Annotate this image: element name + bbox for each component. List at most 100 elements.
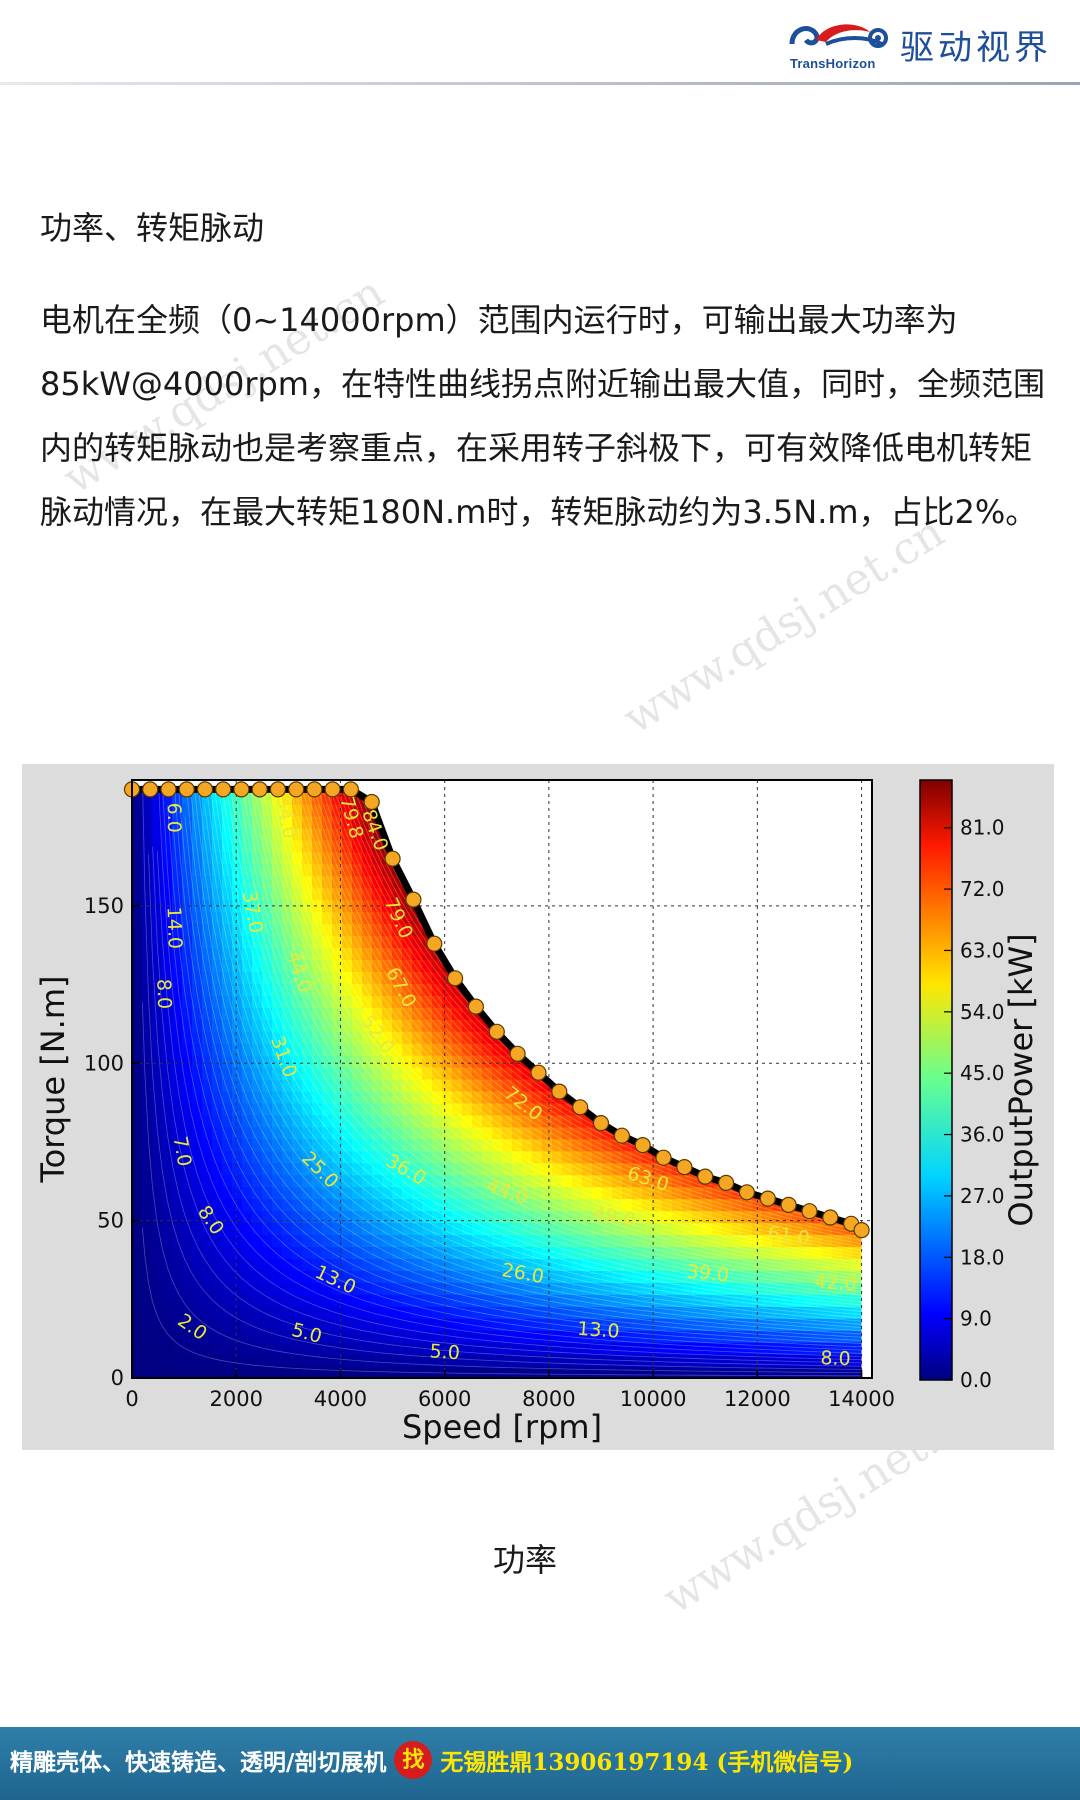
heatmap-cell (332, 1031, 343, 1044)
heatmap-cell (232, 1366, 243, 1378)
heatmap-cell (702, 1330, 713, 1343)
heatmap-cell (432, 1258, 443, 1271)
heatmap-cell (302, 1114, 313, 1128)
heatmap-cell (422, 1138, 433, 1152)
heatmap-cell (812, 1222, 823, 1236)
heatmap-cell (272, 971, 283, 984)
heatmap-cell (142, 1258, 153, 1271)
heatmap-cell (172, 959, 183, 972)
heatmap-cell (532, 1258, 543, 1271)
heatmap-cell (312, 875, 323, 889)
heatmap-cell (202, 1234, 213, 1248)
heatmap-cell (502, 1294, 513, 1307)
heatmap-cell (282, 1114, 293, 1128)
heatmap-cell (532, 1318, 543, 1331)
heatmap-cell (802, 1330, 813, 1343)
heatmap-cell (372, 1294, 383, 1307)
heatmap-cell (202, 875, 213, 889)
heatmap-cell (242, 1366, 253, 1378)
heatmap-cell (322, 1222, 333, 1236)
heatmap-cell (332, 1306, 343, 1319)
heatmap-cell (752, 1330, 763, 1343)
heatmap-cell (652, 1366, 663, 1378)
heatmap-cell (152, 1007, 163, 1020)
heatmap-cell (132, 887, 143, 901)
heatmap-cell (302, 875, 313, 889)
heatmap-cell (272, 1079, 283, 1092)
heatmap-cell (502, 1174, 513, 1188)
boundary-point (697, 1168, 714, 1185)
heatmap-cell (132, 1186, 143, 1200)
heatmap-cell (192, 1126, 203, 1140)
heatmap-cell (162, 1342, 173, 1355)
heatmap-cell (292, 839, 303, 853)
heatmap-cell (242, 1079, 253, 1092)
heatmap-cell (512, 1366, 523, 1378)
heatmap-cell (262, 1354, 273, 1367)
heatmap-cell (312, 1282, 323, 1295)
heatmap-cell (362, 863, 373, 877)
heatmap-cell (582, 1186, 593, 1200)
heatmap-cell (652, 1246, 663, 1259)
heatmap-cell (552, 1138, 563, 1152)
brand-logo[interactable]: TransHorizon 驱动视界 (786, 14, 1052, 74)
heatmap-cell (312, 1162, 323, 1176)
heatmap-cell (482, 1330, 493, 1343)
contour-line (217, 789, 862, 1307)
heatmap-cell (172, 1318, 183, 1331)
heatmap-cell (302, 851, 313, 865)
heatmap-cell (452, 1366, 463, 1378)
heatmap-cell (352, 1210, 363, 1224)
heatmap-cell (382, 935, 393, 949)
heatmap-cell (202, 947, 213, 960)
heatmap-cell (582, 1210, 593, 1224)
heatmap-cell (572, 1186, 583, 1200)
heatmap-cell (352, 1174, 363, 1188)
heatmap-cell (712, 1366, 723, 1378)
heatmap-cell (682, 1234, 693, 1248)
heatmap-cell (242, 983, 253, 996)
heatmap-cell (602, 1138, 613, 1152)
heatmap-cell (832, 1222, 843, 1236)
heatmap-cell (252, 911, 263, 925)
heatmap-cell (402, 1079, 413, 1092)
heatmap-cell (362, 1150, 373, 1164)
heatmap-cell (232, 791, 243, 805)
heatmap-cell (222, 911, 233, 925)
heatmap-cell (152, 1079, 163, 1092)
heatmap-cell (262, 959, 273, 972)
heatmap-cell (522, 1210, 533, 1224)
heatmap-cell (442, 1162, 453, 1176)
heatmap-cell (142, 1366, 153, 1378)
heatmap-cell (262, 911, 273, 925)
heatmap-cell (332, 923, 343, 937)
heatmap-cell (382, 1007, 393, 1020)
heatmap-cell (222, 791, 233, 805)
heatmap-cell (772, 1222, 783, 1236)
footer-banner[interactable]: 精雕壳体、快速铸造、透明/剖切展机 找 无锡胜鼎13906197194 (手机微… (0, 1727, 1080, 1800)
heatmap-cell (362, 971, 373, 984)
heatmap-cell (662, 1270, 673, 1283)
heatmap-cell (142, 1282, 153, 1295)
heatmap-cell (572, 1126, 583, 1140)
heatmap-cell (802, 1234, 813, 1248)
heatmap-cell (522, 1102, 533, 1116)
heatmap-cell (242, 827, 253, 841)
heatmap-cell (332, 1342, 343, 1355)
heatmap-cell (242, 1318, 253, 1331)
heatmap-cell (182, 1043, 193, 1056)
heatmap-cell (322, 827, 333, 841)
heatmap-cell (142, 935, 153, 949)
heatmap-cell (372, 1354, 383, 1367)
heatmap-cell (292, 1174, 303, 1188)
heatmap-cell (512, 1354, 523, 1367)
heatmap-cell (662, 1354, 673, 1367)
heatmap-cell (452, 1114, 463, 1128)
heatmap-cell (242, 1222, 253, 1236)
heatmap-cell (342, 899, 353, 913)
heatmap-cell (782, 1222, 793, 1236)
heatmap-cell (622, 1222, 633, 1236)
heatmap-cell (492, 1294, 503, 1307)
heatmap-cell (262, 1234, 273, 1248)
heatmap-cell (532, 1114, 543, 1128)
